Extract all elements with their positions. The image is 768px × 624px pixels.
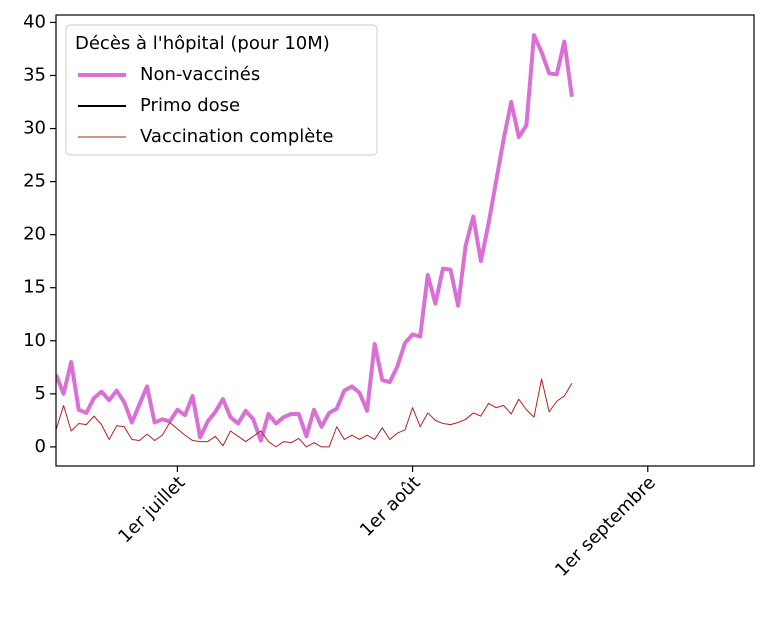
y-tick-label: 20 [23,224,46,245]
legend-title: Décès à l'hôpital (pour 10M) [75,33,330,54]
legend-box [65,24,378,156]
legend-label: Non-vaccinés [140,64,260,85]
y-tick-label: 0 [35,436,46,457]
y-tick-label: 5 [35,383,46,404]
plot-area [56,33,574,448]
axes-frame [55,14,755,467]
y-tick-label: 40 [23,11,46,32]
legend-label: Vaccination complète [140,126,333,147]
y-tick-label: 30 [23,118,46,139]
series-line [56,33,574,443]
y-tick-label: 10 [23,330,46,351]
y-tick-label: 15 [23,277,46,298]
y-tick-label: 25 [23,171,46,192]
legend-label: Primo dose [140,95,240,116]
y-tick-label: 35 [23,64,46,85]
series-line [56,378,573,448]
